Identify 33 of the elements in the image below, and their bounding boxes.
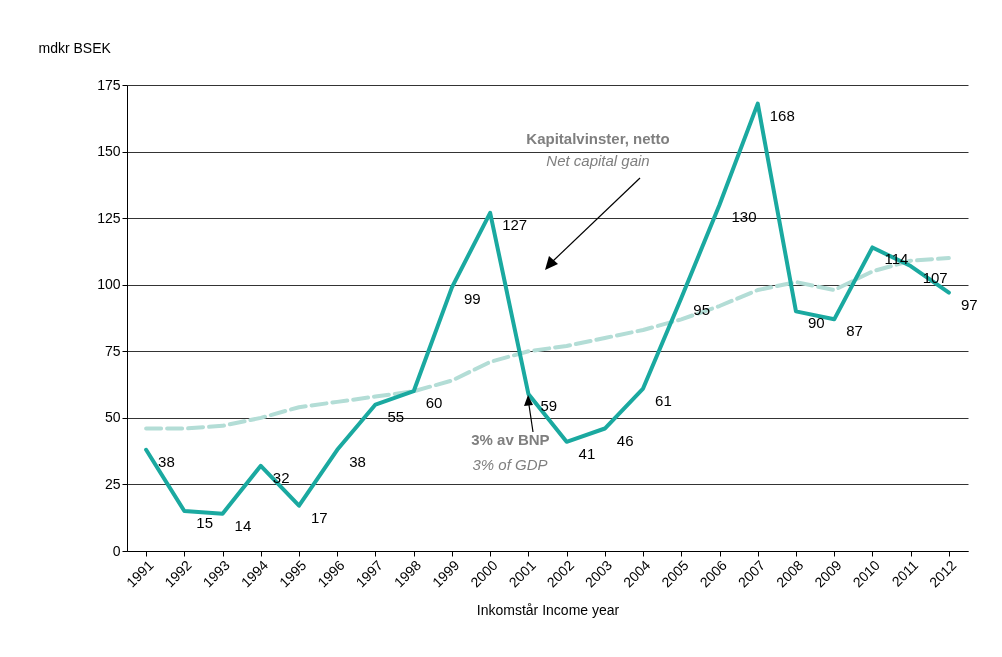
y-tick-label: 75 [104, 342, 121, 359]
data-label: 14 [234, 516, 252, 534]
data-label: 17 [311, 508, 328, 526]
data-label: 95 [693, 301, 710, 319]
data-label: 60 [425, 394, 443, 412]
data-label: 87 [846, 322, 863, 340]
x-axis-title: Inkomstår Income year [476, 602, 620, 619]
annotation: Kapitalvinster, netto [526, 130, 670, 147]
y-tick-label: 50 [104, 409, 121, 426]
data-label: 32 [272, 468, 290, 486]
data-label: 15 [196, 514, 214, 532]
data-label: 38 [349, 452, 366, 470]
y-tick-label: 100 [97, 276, 121, 293]
data-label: 41 [578, 444, 596, 462]
data-label: 127 [502, 215, 528, 233]
data-label: 90 [807, 314, 825, 332]
annotation: 3% av BNP [471, 430, 550, 448]
data-label: 59 [540, 396, 558, 414]
y-tick-label: 125 [97, 209, 121, 226]
y-tick-label: 150 [97, 143, 121, 160]
data-label: 97 [960, 295, 978, 313]
line-series [144, 256, 951, 431]
y-tick-label: 0 [112, 542, 121, 559]
y-tick-label: 25 [104, 475, 121, 492]
data-label: 168 [769, 106, 795, 124]
data-label: 61 [655, 391, 672, 409]
annotation: 3% of GDP [472, 456, 548, 473]
data-label: 46 [616, 431, 634, 449]
y-tick-label: 175 [97, 76, 121, 93]
annotation: Net capital gain [546, 152, 650, 169]
y-axis-title: mdkr BSEK [38, 39, 112, 56]
data-label: 99 [463, 290, 481, 308]
data-label: 38 [158, 452, 175, 470]
